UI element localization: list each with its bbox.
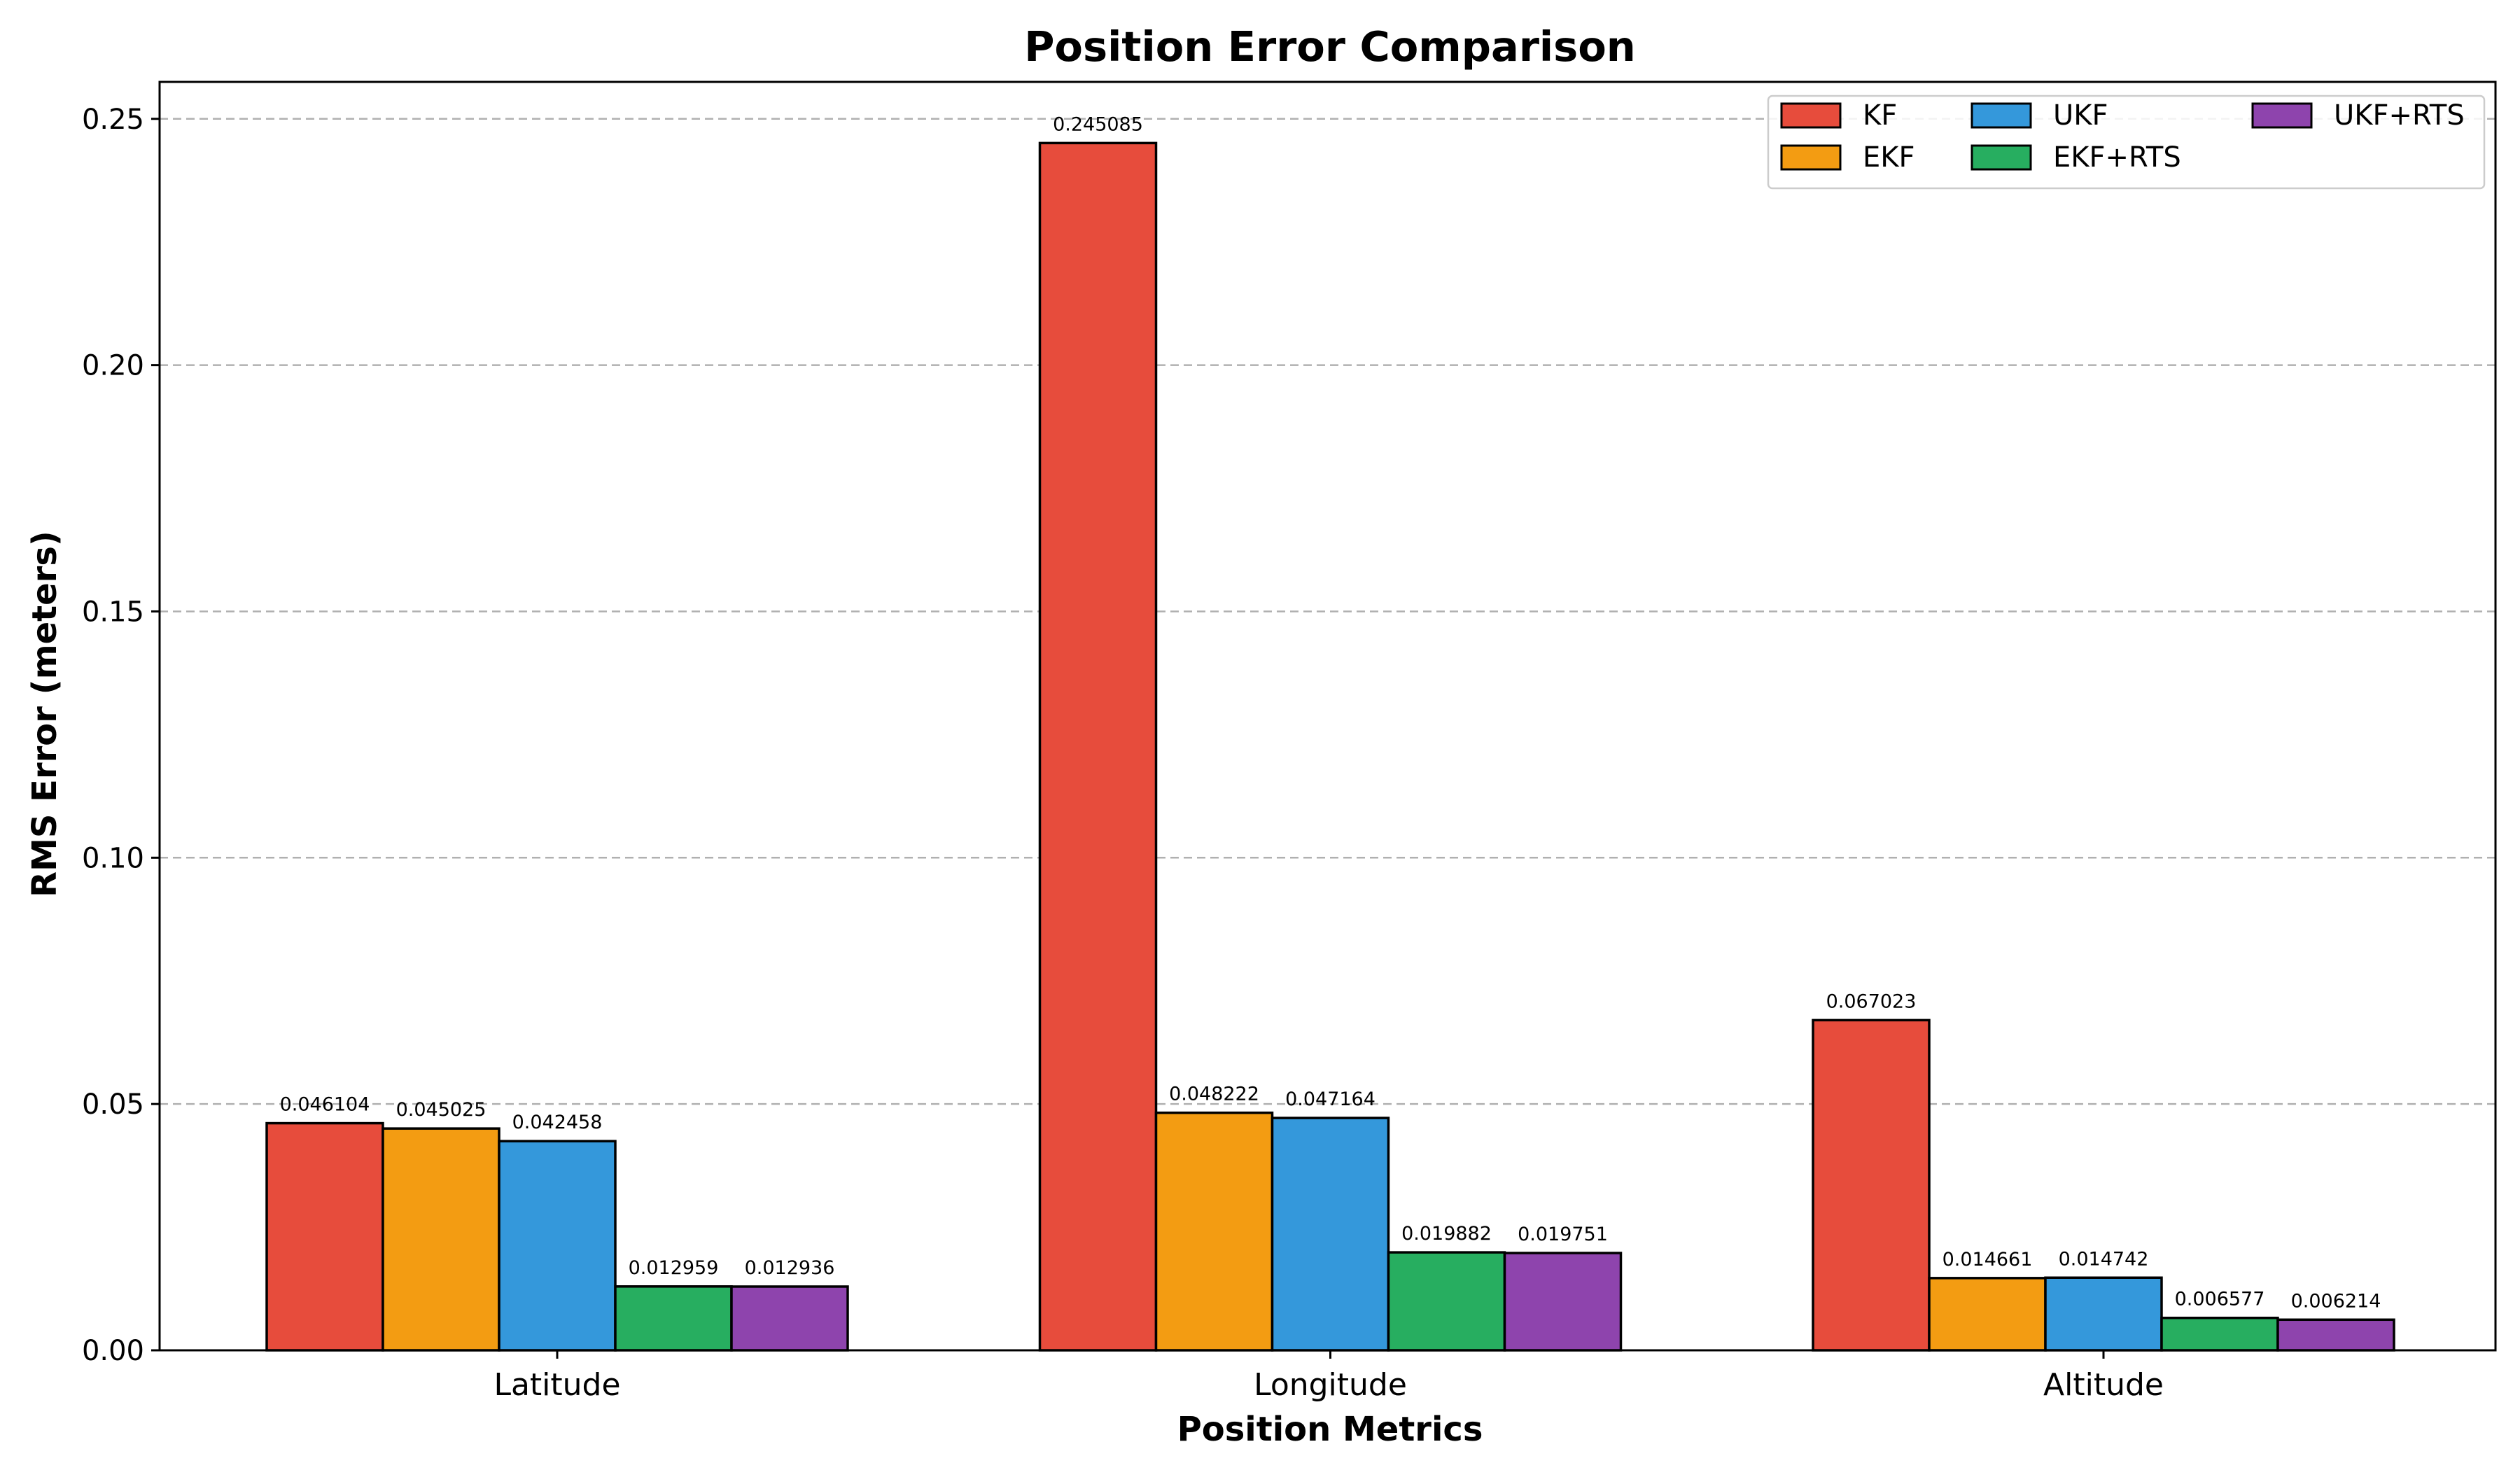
y-tick-label: 0.05: [82, 1088, 144, 1121]
legend-swatch: [2251, 102, 2313, 129]
y-tick-label: 0.15: [82, 596, 144, 628]
chart-title: Position Error Comparison: [1024, 22, 1636, 71]
data-label: 0.046104: [280, 1094, 370, 1116]
data-label: 0.014742: [2059, 1248, 2149, 1270]
plot-area-frame: [158, 80, 2497, 1352]
bar: [2160, 1316, 2279, 1352]
legend-label: UKF+RTS: [2334, 99, 2465, 132]
legend-label: UKF: [2053, 99, 2108, 132]
x-tick-label: Latitude: [493, 1367, 620, 1403]
bar: [614, 1285, 733, 1352]
bar: [1812, 1018, 1931, 1352]
bar: [498, 1140, 617, 1352]
y-axis-ticks: 0.00 0.05 0.10 0.15 0.20 0.25: [82, 104, 160, 1367]
legend-swatch: [1780, 102, 1842, 129]
bar: [1270, 1116, 1390, 1352]
x-axis-label: Position Metrics: [1177, 1410, 1483, 1449]
data-label: 0.014661: [1942, 1249, 2033, 1270]
data-label: 0.012959: [629, 1257, 719, 1279]
legend-swatch: [1780, 144, 1842, 171]
bar: [2044, 1276, 2163, 1352]
data-label: 0.067023: [1826, 990, 1917, 1012]
x-tick-label: Longitude: [1254, 1367, 1407, 1403]
data-labels: 0.046104 0.045025 0.042458 0.012959 0.012936…: [280, 113, 2381, 1312]
bars: [265, 141, 2395, 1352]
legend-swatch: [1970, 144, 2032, 171]
data-label: 0.047164: [1285, 1088, 1376, 1110]
data-label: 0.006214: [2291, 1290, 2381, 1312]
bar: [1928, 1277, 2047, 1352]
y-tick-label: 0.20: [82, 350, 144, 382]
data-label: 0.019751: [1518, 1224, 1608, 1245]
data-label: 0.012936: [745, 1257, 835, 1279]
data-label: 0.245085: [1053, 113, 1143, 135]
grid-lines: [160, 118, 2496, 1105]
bar: [1038, 141, 1158, 1352]
y-tick-label: 0.00: [82, 1335, 144, 1367]
bar: [730, 1285, 849, 1352]
bar: [265, 1121, 384, 1352]
legend-label: EKF+RTS: [2053, 141, 2181, 174]
data-label: 0.042458: [512, 1112, 603, 1133]
legend-label: EKF: [1863, 141, 1915, 174]
data-label: 0.006577: [2175, 1289, 2265, 1310]
legend-swatch: [1970, 102, 2032, 129]
x-axis-ticks: Latitude Longitude Altitude: [493, 1350, 2164, 1403]
bar: [2276, 1318, 2395, 1352]
bar: [1503, 1252, 1623, 1352]
y-tick-label: 0.25: [82, 104, 144, 136]
data-label: 0.048222: [1169, 1084, 1259, 1105]
bar: [382, 1127, 500, 1352]
x-tick-label: Altitude: [2043, 1367, 2164, 1403]
bar: [1387, 1251, 1506, 1352]
y-axis-label: RMS Error (meters): [25, 531, 64, 897]
data-label: 0.045025: [396, 1099, 486, 1121]
y-tick-label: 0.10: [82, 842, 144, 874]
legend-label: KF: [1863, 99, 1897, 132]
bar: [1154, 1111, 1274, 1352]
data-label: 0.019882: [1401, 1223, 1492, 1245]
legend: KF EKF UKF EKF+RTS UKF+RTS: [1767, 94, 2486, 190]
